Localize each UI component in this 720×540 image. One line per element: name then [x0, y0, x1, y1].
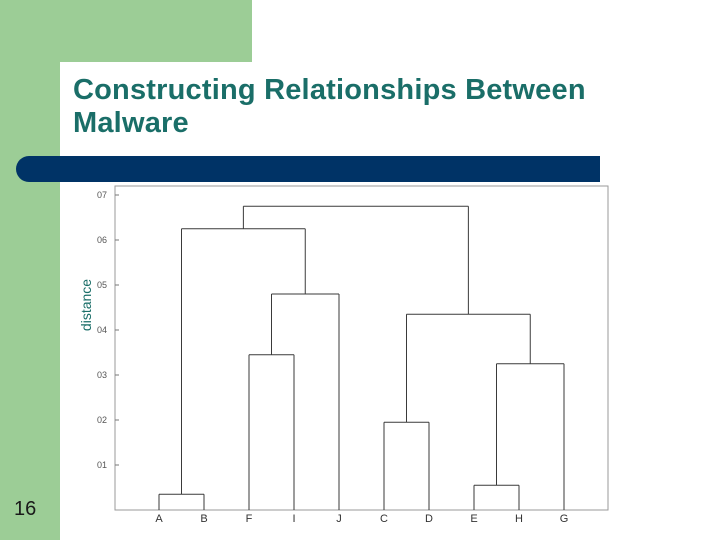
leaf-label-e: E: [470, 513, 477, 525]
slide-title: Constructing Relationships Between Malwa…: [73, 74, 586, 139]
leaf-label-g: G: [560, 513, 569, 525]
y-tick-label: 04: [97, 325, 107, 335]
y-tick-label: 03: [97, 370, 107, 380]
slide-number: 16: [14, 498, 37, 520]
leaf-label-h: H: [515, 513, 523, 525]
content-panel: [60, 62, 720, 540]
leaf-label-i: I: [292, 513, 295, 525]
leaf-label-c: C: [380, 513, 388, 525]
title-divider-band: [16, 156, 600, 182]
leaf-label-f: F: [246, 513, 253, 525]
leaf-label-b: B: [200, 513, 207, 525]
y-tick-label: 05: [97, 280, 107, 290]
y-tick-label: 02: [97, 415, 107, 425]
leaf-label-d: D: [425, 513, 433, 525]
y-axis: 07 06 05 04 03 02 01: [97, 190, 119, 470]
left-accent-bar: [0, 0, 60, 540]
y-tick-label: 06: [97, 235, 107, 245]
y-tick-label: 01: [97, 460, 107, 470]
plot-frame: [114, 185, 609, 511]
dendrogram-links: [158, 205, 565, 510]
y-tick-label: 07: [97, 190, 107, 200]
top-accent-block: [0, 0, 252, 62]
leaf-label-a: A: [155, 513, 163, 525]
leaf-label-j: J: [336, 513, 342, 525]
